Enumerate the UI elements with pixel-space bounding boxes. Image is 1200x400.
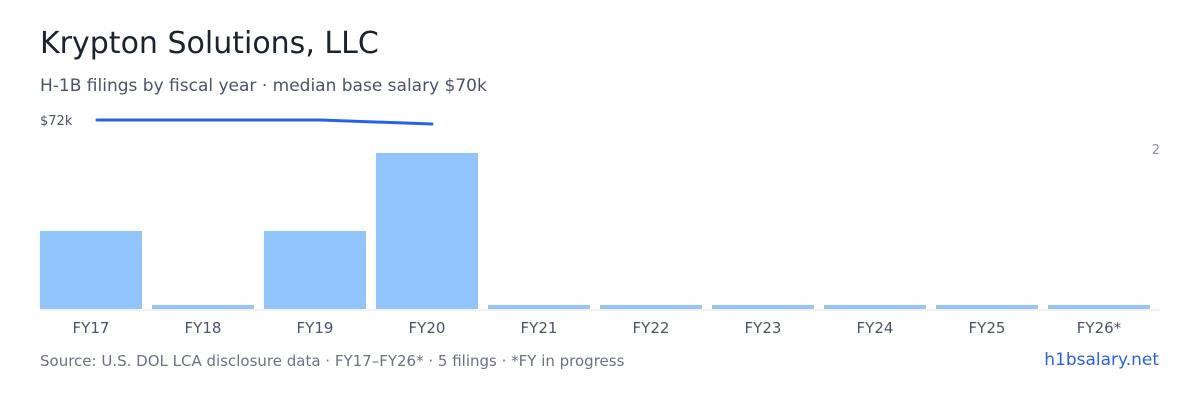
x-tick-label: FY23	[745, 319, 782, 337]
bar-fy18	[152, 305, 254, 309]
bar-fy26-star	[1048, 305, 1150, 309]
y-right-ticks: 32	[1152, 143, 1160, 158]
bar-fy22	[600, 305, 702, 309]
x-tick-label: FY22	[633, 319, 670, 337]
x-tick-label: FY24	[857, 319, 894, 337]
bar-fy25	[936, 305, 1038, 309]
x-tick-label: FY20	[409, 319, 446, 337]
x-tick-label: FY26*	[1077, 319, 1122, 337]
line-layer	[95, 118, 434, 126]
bar-fy24	[824, 305, 926, 309]
y-left-tick-label: $72k	[40, 114, 73, 129]
bar-fy19	[264, 231, 366, 309]
bars-layer	[40, 153, 1150, 309]
bar-fy20	[376, 153, 478, 309]
x-tick-label: FY19	[297, 319, 334, 337]
site-link[interactable]: h1bsalary.net	[1044, 350, 1159, 370]
y-right-tick-label: 2	[1152, 143, 1160, 158]
chart-title: Krypton Solutions, LLC	[40, 26, 379, 61]
x-tick-label: FY25	[969, 319, 1006, 337]
x-tick-labels: FY17 FY18 FY19 FY20 FY21 FY22 FY23 FY24 FY25 FY26…	[73, 319, 1122, 337]
salary-line	[95, 118, 434, 126]
bar-line-chart: $72k 32 FY17 FY18 FY19 FY20 FY21 FY22 FY23 FY24…	[40, 114, 1160, 337]
x-tick-label: FY21	[521, 319, 558, 337]
bar-fy17	[40, 231, 142, 309]
bar-fy23	[712, 305, 814, 309]
bar-fy21	[488, 305, 590, 309]
x-tick-label: FY17	[73, 319, 110, 337]
x-tick-label: FY18	[185, 319, 222, 337]
chart-subtitle: H-1B filings by fiscal year · median bas…	[40, 76, 487, 96]
source-note: Source: U.S. DOL LCA disclosure data · F…	[40, 352, 625, 370]
